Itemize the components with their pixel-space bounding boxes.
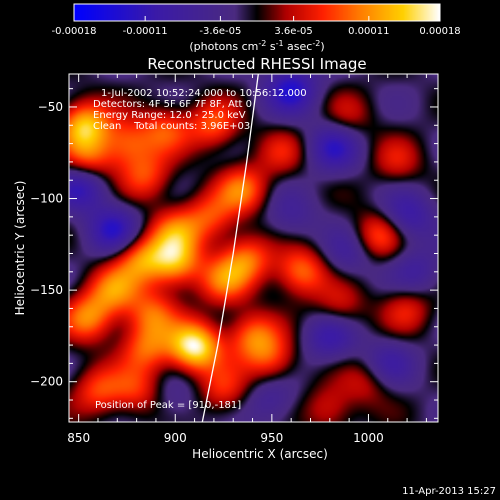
colorbar-units-label: (photons cm-2 s-1 asec-2) <box>189 39 324 53</box>
colorbar-tick-label: 3.6e-05 <box>274 26 312 37</box>
annotation-peak-position: Position of Peak = [910,-181] <box>95 400 241 411</box>
colorbar-ticks: -0.00018 -0.00011 -3.6e-05 3.6e-05 0.00011 0.… <box>52 16 461 37</box>
heatmap-image <box>69 74 438 422</box>
colorbar-tick-label: -0.00018 <box>52 26 97 37</box>
plot-frame <box>68 73 439 423</box>
colorbar-tick-label: -3.6e-05 <box>199 26 241 37</box>
colorbar-gradient <box>74 4 440 21</box>
x-tick-label: 850 <box>67 431 90 445</box>
chart-title: Reconstructed RHESSI Image <box>147 55 366 73</box>
y-tick-label: −200 <box>30 375 63 389</box>
solar-limb-curve <box>201 74 259 422</box>
y-tick-label: −100 <box>30 192 63 206</box>
x-tick-label: 1000 <box>353 431 384 445</box>
annotation-clean-total-counts: Clean Total counts: 3.96E+03 <box>93 121 250 132</box>
y-tick-label: −50 <box>38 100 63 114</box>
annotation-time-range: 1-Jul-2002 10:52:24.000 to 10:56:12.000 <box>101 88 307 99</box>
axis-ticks: 850 900 950 1000 −50 −100 −150 −200 <box>30 74 438 445</box>
x-tick-label: 950 <box>260 431 283 445</box>
y-tick-label: −150 <box>30 283 63 297</box>
colorbar-frame <box>73 3 441 22</box>
plot-timestamp: 11-Apr-2013 15:27 <box>402 486 496 497</box>
colorbar-tick-label: -0.00011 <box>123 26 168 37</box>
annotation-detectors: Detectors: 4F 5F 6F 7F 8F, Att 0 <box>93 99 252 110</box>
y-axis-label: Heliocentric Y (arcsec) <box>13 181 27 316</box>
x-axis-label: Heliocentric X (arcsec) <box>192 447 328 461</box>
x-tick-label: 900 <box>164 431 187 445</box>
colorbar-tick-label: 0.00018 <box>419 26 460 37</box>
colorbar-tick-label: 0.00011 <box>348 26 389 37</box>
annotation-energy-range: Energy Range: 12.0 - 25.0 keV <box>93 110 246 121</box>
observation-annotations: 1-Jul-2002 10:52:24.000 to 10:56:12.000 … <box>93 88 307 411</box>
